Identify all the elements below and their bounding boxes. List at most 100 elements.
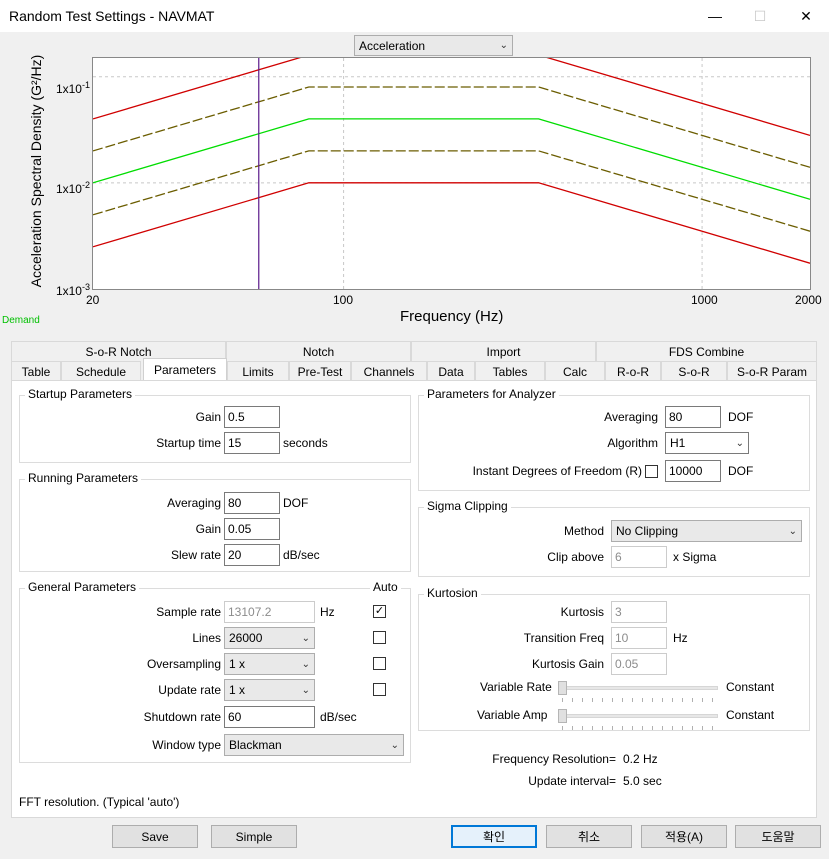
tab-data[interactable]: Data: [427, 361, 475, 381]
clip-above-unit: x Sigma: [673, 550, 717, 564]
update-rate-select[interactable]: 1 x ⌄: [224, 679, 315, 701]
shutdown-rate-label: Shutdown rate: [143, 710, 221, 724]
clip-above-label: Clip above: [547, 550, 604, 564]
minimize-button[interactable]: —: [692, 0, 738, 32]
startup-title: Startup Parameters: [25, 387, 136, 401]
general-group: [19, 588, 411, 763]
chevron-down-icon: ⌄: [390, 739, 399, 751]
series-line-4: [92, 182, 811, 264]
chevron-down-icon: ⌄: [301, 632, 310, 644]
method-select[interactable]: No Clipping ⌄: [611, 520, 802, 542]
window-type-select[interactable]: Blackman ⌄: [224, 734, 404, 756]
method-value: No Clipping: [616, 524, 679, 538]
update-interval-value: 5.0 sec: [623, 774, 662, 788]
tab-channels[interactable]: Channels: [351, 361, 427, 381]
kurtosis-input: [611, 601, 667, 623]
oversampling-value: 1 x: [229, 657, 246, 671]
ok-button[interactable]: 확인: [451, 825, 537, 848]
startup-time-input[interactable]: [224, 432, 280, 454]
save-button[interactable]: Save: [112, 825, 198, 848]
tab-s-o-r-param[interactable]: S-o-R Param: [727, 361, 817, 381]
tab-s-o-r-notch[interactable]: S-o-R Notch: [11, 341, 226, 361]
oversampling-select[interactable]: 1 x ⌄: [224, 653, 315, 675]
analyzer-avg-unit: DOF: [728, 410, 754, 424]
psd-plot[interactable]: [92, 54, 811, 290]
sigma-group: [418, 507, 810, 577]
oversampling-label: Oversampling: [146, 657, 221, 671]
analyzer-avg-input[interactable]: [665, 406, 721, 428]
chevron-down-icon: ⌄: [499, 40, 508, 51]
analyzer-avg-label: Averaging: [604, 410, 658, 424]
chevron-down-icon: ⌄: [301, 658, 310, 670]
running-group: [19, 479, 411, 572]
tab-notch[interactable]: Notch: [226, 341, 411, 361]
variable-amp-label: Variable Amp: [477, 708, 548, 722]
freq-resolution-value: 0.2 Hz: [623, 752, 658, 766]
oversampling-auto-checkbox[interactable]: [373, 657, 386, 670]
tab-pre-test[interactable]: Pre-Test: [289, 361, 351, 381]
tab-parameters[interactable]: Parameters: [143, 358, 227, 381]
instant-dof-checkbox[interactable]: [645, 465, 658, 478]
variable-rate-slider[interactable]: [558, 680, 722, 702]
x-axis-label: Frequency (Hz): [400, 308, 504, 325]
sample-rate-auto-checkbox[interactable]: ✓: [373, 605, 386, 618]
chevron-down-icon: ⌄: [301, 684, 310, 696]
tab-table[interactable]: Table: [11, 361, 61, 381]
window-type-value: Blackman: [229, 738, 282, 752]
series-line-1: [92, 86, 811, 168]
tab-import[interactable]: Import: [411, 341, 596, 361]
running-slew-input[interactable]: [224, 544, 280, 566]
chart-type-select[interactable]: Acceleration ⌄: [354, 35, 513, 56]
tab-limits[interactable]: Limits: [227, 361, 289, 381]
analyzer-title: Parameters for Analyzer: [424, 387, 559, 401]
kurtosis-group: [418, 594, 810, 731]
variable-amp-slider[interactable]: [558, 708, 722, 730]
sample-rate-input: [224, 601, 315, 623]
tab-tables[interactable]: Tables: [475, 361, 545, 381]
y-tick-label: 1x10-3: [55, 282, 90, 298]
variable-rate-value: Constant: [726, 680, 775, 694]
update-rate-label: Update rate: [158, 683, 221, 697]
algorithm-label: Algorithm: [607, 436, 658, 450]
running-slew-label: Slew rate: [170, 548, 221, 562]
update-interval-label: Update interval=: [528, 774, 616, 788]
transition-freq-unit: Hz: [673, 631, 688, 645]
slider-thumb[interactable]: [558, 681, 567, 695]
running-avg-unit: DOF: [283, 496, 309, 510]
startup-time-unit: seconds: [283, 436, 328, 450]
tab-fds-combine[interactable]: FDS Combine: [596, 341, 817, 361]
maximize-icon: ☐: [753, 7, 767, 24]
cancel-button[interactable]: 취소: [546, 825, 632, 848]
sample-rate-label: Sample rate: [156, 605, 221, 619]
instant-dof-input[interactable]: [665, 460, 721, 482]
lines-select[interactable]: 26000 ⌄: [224, 627, 315, 649]
tab-calc[interactable]: Calc: [545, 361, 605, 381]
sigma-title: Sigma Clipping: [424, 499, 511, 513]
tab-schedule[interactable]: Schedule: [61, 361, 141, 381]
simple-button[interactable]: Simple: [211, 825, 297, 848]
analyzer-group: [418, 395, 810, 491]
maximize-button: ☐: [737, 0, 783, 32]
running-gain-input[interactable]: [224, 518, 280, 540]
close-button[interactable]: ✕: [783, 0, 829, 32]
lines-auto-checkbox[interactable]: [373, 631, 386, 644]
running-avg-label: Averaging: [167, 496, 221, 510]
startup-gain-input[interactable]: [224, 406, 280, 428]
shutdown-rate-input[interactable]: [224, 706, 315, 728]
apply-button[interactable]: 적용(A): [641, 825, 727, 848]
slider-thumb[interactable]: [558, 709, 567, 723]
algorithm-select[interactable]: H1 ⌄: [665, 432, 749, 454]
series-line-3: [92, 150, 811, 232]
lines-value: 26000: [229, 631, 263, 645]
tab-r-o-r[interactable]: R-o-R: [605, 361, 661, 381]
running-gain-label: Gain: [195, 522, 221, 536]
minimize-icon: —: [708, 8, 722, 24]
variable-amp-value: Constant: [726, 708, 775, 722]
y-tick-label: 1x10-1: [55, 80, 90, 96]
update-rate-auto-checkbox[interactable]: [373, 683, 386, 696]
kurtosis-label: Kurtosis: [560, 605, 604, 619]
running-avg-input[interactable]: [224, 492, 280, 514]
help-button[interactable]: 도움말: [735, 825, 821, 848]
y-tick-label: 1x10-2: [55, 180, 90, 196]
tab-s-o-r[interactable]: S-o-R: [661, 361, 727, 381]
